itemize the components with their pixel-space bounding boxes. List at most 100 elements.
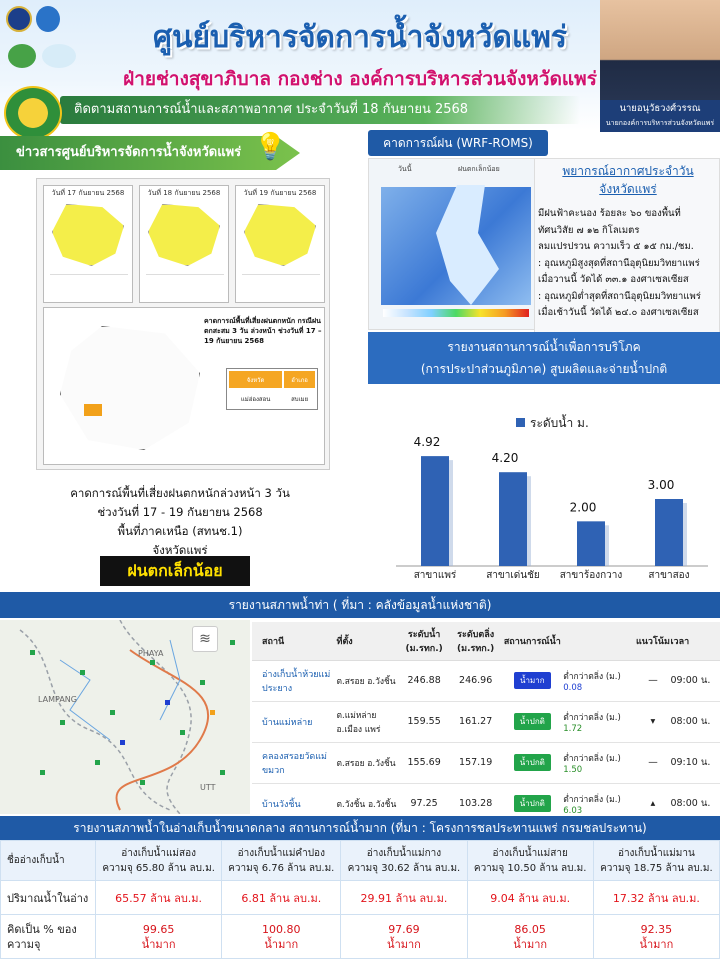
rain-color-scale	[383, 309, 529, 317]
weather-text: มีฝนฟ้าคะนอง ร้อยละ ๖๐ ของพื้นที่ ทัศนวิ…	[538, 206, 720, 322]
river-station-map[interactable]: PHAYA LAMPANG UTT ≋	[0, 620, 250, 814]
reservoir-percent: 92.35	[640, 922, 673, 936]
diff-label: ต่ำกว่าตลิ่ง (ม.)	[563, 671, 621, 682]
rain-risk-maps: วันที่ 17 กันยายน 2568 วันที่ 18 กันยายน…	[36, 178, 330, 470]
bar-value-label: 4.92	[414, 435, 441, 449]
station-name[interactable]: คลองสรอยวัดแม่ขมวก	[252, 742, 337, 784]
reservoir-percent: 99.65	[142, 922, 175, 936]
status-badge: น้ำปกติ	[513, 795, 551, 812]
water-level: 246.88	[398, 660, 450, 702]
map-legend	[242, 274, 320, 298]
forecast-tabs: วันนี้ ฝนตกเล็กน้อย	[372, 162, 532, 176]
map-legend	[146, 274, 224, 298]
reservoir-capacity: ความจุ 30.62 ล้าน ลบ.ม.	[347, 862, 461, 874]
governor-caption: นายอนุวัธวงศ์วรรณ นายกองค์การบริหารส่วนจ…	[600, 100, 720, 132]
risk-map-day3: วันที่ 19 กันยายน 2568	[235, 185, 325, 303]
legend-swatch	[516, 418, 525, 427]
reservoir-name: อ่างเก็บน้ำแม่มาน	[617, 847, 695, 859]
station-location: ต.สรอย อ.วังชิ้น	[336, 660, 399, 702]
tab-light-rain[interactable]: ฝนตกเล็กน้อย	[458, 165, 500, 173]
river-map-svg: PHAYA LAMPANG UTT	[0, 620, 250, 814]
region-shape	[60, 326, 200, 450]
row-label-percent: คิดเป็น % ของความจุ	[0, 914, 96, 959]
desc-line: พื้นที่ภาคเหนือ (สทนช.1)	[117, 524, 243, 538]
weather-title: พยากรณ์อากาศประจำวัน จังหวัดแพร่	[540, 162, 716, 198]
river-section-title: รายงานสภาพน้ำท่า ( ที่มา : คลังข้อมูลน้ำ…	[0, 592, 720, 618]
diff-label: ต่ำกว่าตลิ่ง (ม.)	[563, 712, 621, 723]
weather-line: : อุณหภูมิต่ำสุดที่สถานีอุตุนิยมวิทยาแพร…	[538, 290, 701, 302]
reservoir-section-title: รายงานสภาพน้ำในอ่างเก็บน้ำขนาดกลาง สถานก…	[0, 816, 720, 840]
diff-value: 1.72	[563, 723, 583, 734]
row-label-volume: ปริมาณน้ำในอ่าง	[0, 880, 96, 915]
water-production-title: รายงานสถานการณ์น้ำเพื่อการบริโภค (การประ…	[368, 332, 720, 384]
reservoir-percent: 100.80	[262, 922, 301, 936]
station-name[interactable]: อ่างเก็บน้ำห้วยแม่ประยาง	[252, 660, 337, 702]
col-district: อำเภอ	[284, 371, 315, 388]
news-description: คาดการณ์พื้นที่เสี่ยงฝนตกหนักล่วงหน้า 3 …	[60, 484, 300, 560]
water-level: 155.69	[398, 742, 450, 784]
reservoir-volume: 29.91 ล้าน ลบ.ม.	[340, 880, 468, 915]
status-badge: น้ำปกติ	[513, 713, 551, 730]
station-location: ต.แม่หล่าย อ.เมือง แพร่	[336, 701, 399, 743]
water-production-line: (การประปาส่วนภูมิภาค) สูบผลิตและจ่ายน้ำป…	[420, 362, 668, 376]
reservoir-volume: 17.32 ล้าน ลบ.ม.	[592, 880, 720, 915]
province-shape	[244, 204, 316, 266]
map-legend	[50, 274, 128, 298]
logo-2	[36, 6, 60, 32]
diff-value: 6.03	[563, 805, 583, 816]
weather-line: เมื่อวานนี้ วัดได้ ๓๓.๑ องศาเซลเซียส	[538, 274, 689, 285]
page-subtitle: ฝ่ายช่างสุขาภิบาล กองช่าง องค์การบริหารส…	[123, 68, 597, 90]
trend-icon: —	[635, 660, 671, 702]
cell-district: สบเมย	[291, 395, 309, 403]
col-level: ระดับน้ำ (ม.รทก.)	[398, 622, 450, 661]
bank-level: 161.27	[449, 701, 502, 743]
tab-today[interactable]: วันนี้	[398, 165, 412, 173]
station-name[interactable]: บ้านแม่หล่าย	[252, 701, 337, 743]
river-table: สถานี ที่ตั้ง ระดับน้ำ (ม.รทก.) ระดับตลิ…	[252, 622, 720, 825]
river-table-body: อ่างเก็บน้ำห้วยแม่ประยาง ต.สรอย อ.วังชิ้…	[252, 660, 720, 825]
reservoir-capacity: ความจุ 10.50 ล้าน ลบ.ม.	[473, 862, 587, 874]
category-label: สาขาเด่นชัย	[486, 570, 540, 581]
category-label: สาขาสอง	[648, 570, 689, 581]
bar-value-label: 2.00	[570, 500, 597, 514]
province-shape	[52, 204, 124, 266]
reservoir-name-cell: อ่างเก็บน้ำแม่คำปอง ความจุ 6.76 ล้าน ลบ.ม…	[221, 840, 342, 881]
desc-line: จังหวัดแพร่	[152, 543, 208, 557]
rain-status-badge: ฝนตกเล็กน้อย	[100, 556, 250, 586]
risk-map-day1: วันที่ 17 กันยายน 2568	[43, 185, 133, 303]
diff-label: ต่ำกว่าตลิ่ง (ม.)	[563, 794, 621, 805]
monitor-date-bar: ติดตามสถานการณ์น้ำและสภาพอากาศ ประจำวันท…	[60, 96, 580, 124]
reservoir-name-cell: อ่างเก็บน้ำแม่มาน ความจุ 18.75 ล้าน ลบ.ม.	[592, 840, 720, 881]
bar-value-label: 3.00	[648, 478, 675, 492]
weather-line: เมื่อเช้าวันนี้ วัดได้ ๒๔.๐ องศาเซลเซียส	[538, 307, 699, 318]
weather-box	[534, 158, 720, 334]
reservoir-volume: 65.57 ล้าน ลบ.ม.	[94, 880, 223, 915]
river-row: คลองสรอยวัดแม่ขมวก ต.สรอย อ.วังชิ้น 155.…	[252, 742, 720, 784]
logo-3	[8, 44, 36, 68]
reservoir-volume: 6.81 ล้าน ลบ.ม.	[221, 880, 342, 915]
reservoir-name: อ่างเก็บน้ำแม่คำปอง	[237, 847, 325, 859]
map-label: UTT	[200, 783, 216, 792]
risk-area	[84, 404, 102, 416]
news-section-title: ข่าวสารศูนย์บริหารจัดการน้ำจังหวัดแพร่	[0, 136, 300, 170]
desc-line: คาดการณ์พื้นที่เสี่ยงฝนตกหนักล่วงหน้า 3 …	[70, 486, 290, 500]
col-province: จังหวัด	[229, 371, 283, 388]
reservoir-status: น้ำมาก	[141, 937, 176, 951]
update-time: 09:10 น.	[670, 742, 720, 784]
reservoir-table: ชื่ออ่างเก็บน้ำ อ่างเก็บน้ำแม่สองความจุ …	[0, 840, 720, 959]
logo-4	[42, 44, 76, 68]
trend-icon: ▾	[635, 701, 671, 743]
risk-map-date: วันที่ 17 กันยายน 2568	[51, 189, 125, 197]
row-label-name: ชื่ออ่างเก็บน้ำ	[0, 840, 96, 881]
reservoir-status: น้ำมาก	[513, 937, 548, 951]
layers-button[interactable]: ≋	[192, 626, 218, 652]
diff-value: 0.08	[563, 682, 583, 693]
reservoir-capacity: ความจุ 65.80 ล้าน ลบ.ม.	[102, 862, 215, 874]
forecast-title: คาดการณ์ฝน (WRF-ROMS)	[368, 130, 548, 156]
weather-title-line: จังหวัดแพร่	[599, 182, 657, 196]
col-trend: แนวโน้ม	[635, 622, 671, 661]
lightbulb-icon: 💡	[254, 132, 287, 162]
bar	[421, 456, 449, 566]
reservoir-name: อ่างเก็บน้ำแม่สอง	[121, 847, 196, 859]
risk-map-date: วันที่ 19 กันยายน 2568	[243, 189, 317, 197]
